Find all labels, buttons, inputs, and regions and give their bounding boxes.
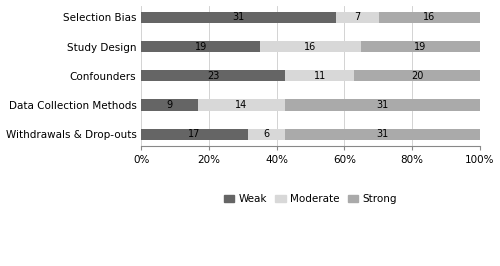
Bar xyxy=(354,70,480,81)
Bar xyxy=(380,12,480,23)
Text: 23: 23 xyxy=(207,71,220,81)
Text: 17: 17 xyxy=(188,129,200,139)
Text: 9: 9 xyxy=(166,100,172,110)
Text: 19: 19 xyxy=(194,42,207,52)
Bar xyxy=(260,41,360,52)
Text: 20: 20 xyxy=(411,71,423,81)
Bar xyxy=(336,12,380,23)
Bar xyxy=(286,128,480,140)
Text: 31: 31 xyxy=(376,129,388,139)
Bar xyxy=(142,70,286,81)
Text: 16: 16 xyxy=(304,42,316,52)
Text: 7: 7 xyxy=(354,13,360,23)
Text: 31: 31 xyxy=(376,100,388,110)
Text: 11: 11 xyxy=(314,71,326,81)
Bar xyxy=(198,99,286,110)
Bar xyxy=(142,12,336,23)
Text: 19: 19 xyxy=(414,42,426,52)
Bar xyxy=(142,128,248,140)
Bar xyxy=(360,41,480,52)
Legend: Weak, Moderate, Strong: Weak, Moderate, Strong xyxy=(220,190,401,208)
Bar xyxy=(142,99,198,110)
Text: 14: 14 xyxy=(236,100,248,110)
Text: 16: 16 xyxy=(424,13,436,23)
Text: 6: 6 xyxy=(264,129,270,139)
Bar xyxy=(286,99,480,110)
Bar xyxy=(286,70,354,81)
Bar xyxy=(142,41,260,52)
Text: 31: 31 xyxy=(232,13,244,23)
Bar xyxy=(248,128,286,140)
